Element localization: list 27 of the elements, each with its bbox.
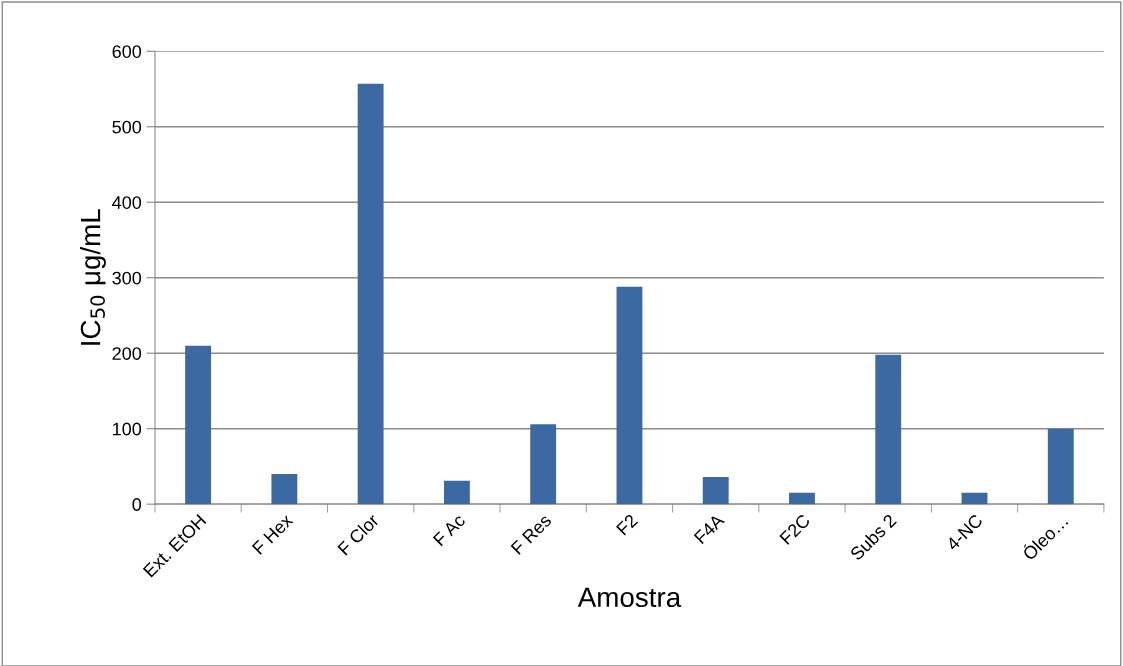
bar [357,83,384,505]
bar [702,476,729,505]
y-tick-label: 600 [112,45,142,58]
x-tick-label: F Ac [432,513,466,547]
x-axis-title: Amostra [577,587,682,608]
bar [789,492,815,505]
y-tick-label: 400 [112,196,142,209]
bar [616,286,643,505]
y-tick-label: 200 [112,347,142,360]
x-tick-label: F Hex [251,513,294,555]
x-tick-label: F2C [779,513,811,545]
bar [1047,428,1074,505]
bar [185,345,212,505]
bar [530,424,557,505]
bar [443,480,470,505]
bar [875,354,902,505]
y-tick-label: 100 [113,422,142,436]
x-tick-label: F4A [693,512,725,545]
x-tick-label: F Clor [336,512,380,556]
y-tick-label: 300 [112,271,142,285]
y-tick-label: 0 [132,498,142,511]
bar [271,473,298,505]
y-axis-title: IC$_{50}$ μg/mL [79,209,106,345]
y-tick-label: 500 [112,120,142,134]
bar [961,492,988,505]
x-tick-label: F2 [615,513,639,536]
x-tick-label: F Res [510,513,553,555]
